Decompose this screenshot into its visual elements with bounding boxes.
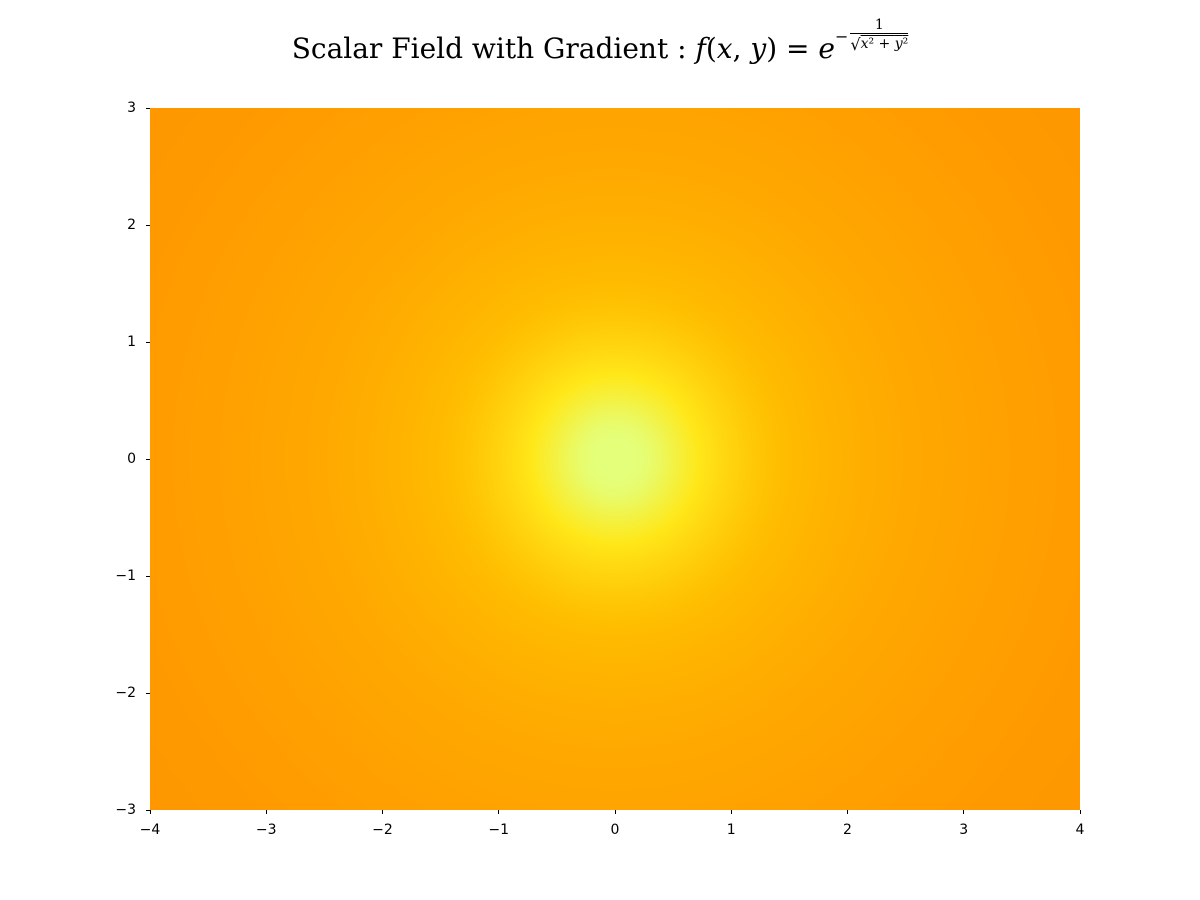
axis-tick (847, 810, 848, 814)
axis-tick-label: 1 (127, 334, 136, 350)
axis-tick (146, 576, 150, 577)
axis-tick-label: 1 (727, 822, 736, 838)
axis-tick-label: −3 (115, 802, 136, 818)
axis-tick (731, 810, 732, 814)
axis-tick-label: −2 (372, 822, 393, 838)
axis-tick (615, 810, 616, 814)
axis-tick (382, 810, 383, 814)
axis-tick (146, 225, 150, 226)
title-func: f (695, 32, 705, 65)
plot-axes: −4−3−2−101234−3−2−10123 (150, 108, 1080, 810)
axis-tick-label: 3 (959, 822, 968, 838)
chart-title: Scalar Field with Gradient : f(x, y) = e… (0, 32, 1200, 65)
axis-tick (498, 810, 499, 814)
axis-tick-label: 3 (127, 100, 136, 116)
axis-tick-label: 4 (1076, 822, 1085, 838)
axis-tick (146, 108, 150, 109)
figure: Scalar Field with Gradient : f(x, y) = e… (0, 0, 1200, 900)
axis-tick (146, 810, 150, 811)
axis-tick-label: −3 (256, 822, 277, 838)
axis-tick-label: −2 (115, 685, 136, 701)
axis-tick (963, 810, 964, 814)
axis-tick-label: 0 (127, 451, 136, 467)
axis-tick-label: −1 (488, 822, 509, 838)
axis-tick-label: 2 (843, 822, 852, 838)
axis-tick (146, 342, 150, 343)
title-minus: − (835, 27, 848, 46)
axis-tick-label: −4 (140, 822, 161, 838)
title-fraction: 1 √x² + y² (850, 18, 908, 51)
title-prefix: Scalar Field with Gradient : (292, 32, 696, 65)
axis-tick (146, 693, 150, 694)
axis-tick-label: 0 (611, 822, 620, 838)
heatmap-canvas (150, 108, 1080, 810)
axis-tick (1080, 810, 1081, 814)
axis-tick-label: 2 (127, 217, 136, 233)
axis-tick (266, 810, 267, 814)
fraction-numerator: 1 (850, 18, 908, 34)
axis-tick (146, 459, 150, 460)
fraction-denominator: √x² + y² (850, 34, 908, 51)
axis-tick-label: −1 (115, 568, 136, 584)
axis-tick (150, 810, 151, 814)
